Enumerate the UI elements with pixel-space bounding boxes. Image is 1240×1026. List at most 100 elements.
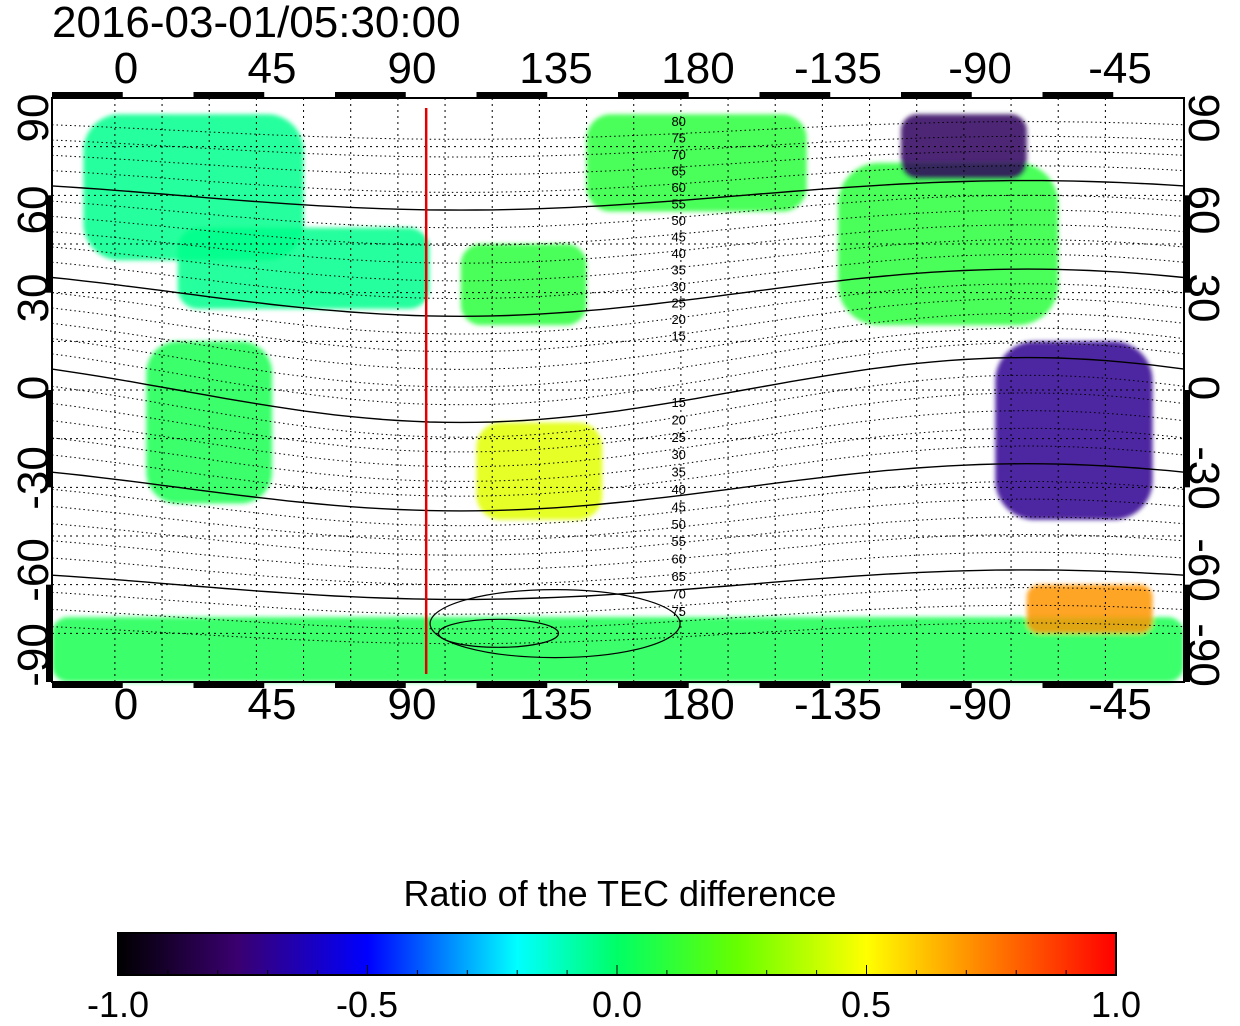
contour-line (51, 410, 1185, 468)
bottom-tick-label: -90 (948, 680, 1012, 729)
contour-line (51, 327, 1185, 388)
colorbar-label: -0.5 (335, 984, 399, 1025)
map-timestamp: 2016-03-01/05:30:00 (52, 0, 461, 47)
top-tick-label: -135 (793, 44, 883, 93)
contour-label: 20 (671, 412, 685, 427)
contour-label: 40 (671, 482, 685, 497)
contour-label: 20 (671, 312, 685, 327)
colorbar-label: 0.5 (840, 984, 892, 1025)
axis-bar (759, 92, 831, 98)
bottom-tick-label: 90 (387, 680, 437, 729)
axis-bar (1184, 390, 1190, 488)
axis-bar (46, 195, 52, 293)
contour-label: 15 (671, 395, 685, 410)
contour-label: 15 (671, 329, 685, 344)
colorbar-label: 1.0 (1090, 984, 1142, 1025)
top-tick-label: -90 (948, 44, 1012, 93)
colorbar-title: Ratio of the TEC difference (403, 873, 837, 914)
axis-bar (52, 682, 123, 688)
axis-bar (901, 92, 972, 98)
contour-line (51, 283, 1185, 335)
contour-label: 65 (671, 164, 685, 179)
bottom-tick-label: 0 (113, 680, 139, 729)
axis-bar (1184, 195, 1190, 293)
contour-line (51, 209, 1185, 247)
contour-label: 70 (671, 586, 685, 601)
contour-label: 50 (671, 517, 685, 532)
contour-line (51, 253, 1185, 300)
contour-line (51, 604, 1185, 630)
top-tick-label: 180 (661, 44, 735, 93)
contour-line (51, 165, 1185, 193)
top-tick-label: 45 (247, 44, 297, 93)
contour-line (437, 618, 560, 648)
top-tick-label: -45 (1088, 44, 1152, 93)
contour-label: 80 (671, 114, 685, 129)
contour-line (51, 533, 1185, 571)
contour-line (51, 516, 1185, 556)
axis-bar (335, 682, 406, 688)
axis-bar (193, 682, 265, 688)
contour-line (51, 224, 1185, 264)
contour-line (51, 356, 1185, 424)
contour-label: 55 (671, 197, 685, 212)
contour-label: 30 (671, 447, 685, 462)
ratio-heatmap (52, 114, 1184, 682)
contour-line (51, 462, 1185, 512)
contour-labels: 8075706560555045403530252015152025303540… (671, 114, 685, 619)
contour-line (51, 498, 1185, 541)
axis-bar (618, 682, 689, 688)
ratio-region (838, 162, 1059, 326)
contour-label: 65 (671, 569, 685, 584)
axis-bar (335, 92, 406, 98)
contour-label: 30 (671, 279, 685, 294)
contour-label: 45 (671, 499, 685, 514)
axis-bar (1042, 682, 1114, 688)
bottom-tick-label: -135 (793, 680, 883, 729)
contour-label: 45 (671, 230, 685, 245)
contour-label: 50 (671, 213, 685, 228)
axis-bar (476, 682, 548, 688)
contour-line (51, 480, 1185, 527)
top-tick-label: 0 (113, 44, 139, 93)
axis-bar (52, 92, 123, 98)
axis-bar (618, 92, 689, 98)
contour-line (51, 179, 1185, 211)
contour-lines (51, 121, 1185, 659)
contour-label: 70 (671, 147, 685, 162)
contour-label: 75 (671, 604, 685, 619)
contour-label: 35 (671, 263, 685, 278)
ratio-region (586, 114, 807, 212)
axis-bar (1184, 584, 1190, 682)
colorbar-label: 0.0 (591, 984, 643, 1025)
contour-line (51, 268, 1185, 318)
colorbar-label: -1.0 (86, 984, 150, 1025)
bottom-tick-label: 135 (519, 680, 593, 729)
contour-line (51, 551, 1185, 586)
bottom-tick-label: 45 (247, 680, 297, 729)
ratio-region (177, 227, 430, 309)
contour-line (51, 445, 1185, 497)
contour-line (51, 150, 1185, 176)
axis-bar (1042, 92, 1114, 98)
ratio-region (1026, 584, 1153, 634)
contour-line (51, 194, 1185, 229)
contour-label: 60 (671, 180, 685, 195)
contour-line (51, 239, 1185, 282)
axis-bar (759, 682, 831, 688)
bottom-tick-label: -45 (1088, 680, 1152, 729)
axis-bar (901, 682, 972, 688)
contour-label: 25 (671, 430, 685, 445)
axis-bars (46, 92, 1190, 688)
ratio-region (995, 341, 1153, 520)
axis-bar (193, 92, 265, 98)
contour-line (51, 392, 1185, 453)
bottom-tick-label: 180 (661, 680, 735, 729)
contour-label: 25 (671, 296, 685, 311)
contour-label: 55 (671, 534, 685, 549)
contour-label: 75 (671, 131, 685, 146)
top-tick-label: 135 (519, 44, 593, 93)
contour-label: 40 (671, 246, 685, 261)
contour-line (429, 588, 681, 659)
